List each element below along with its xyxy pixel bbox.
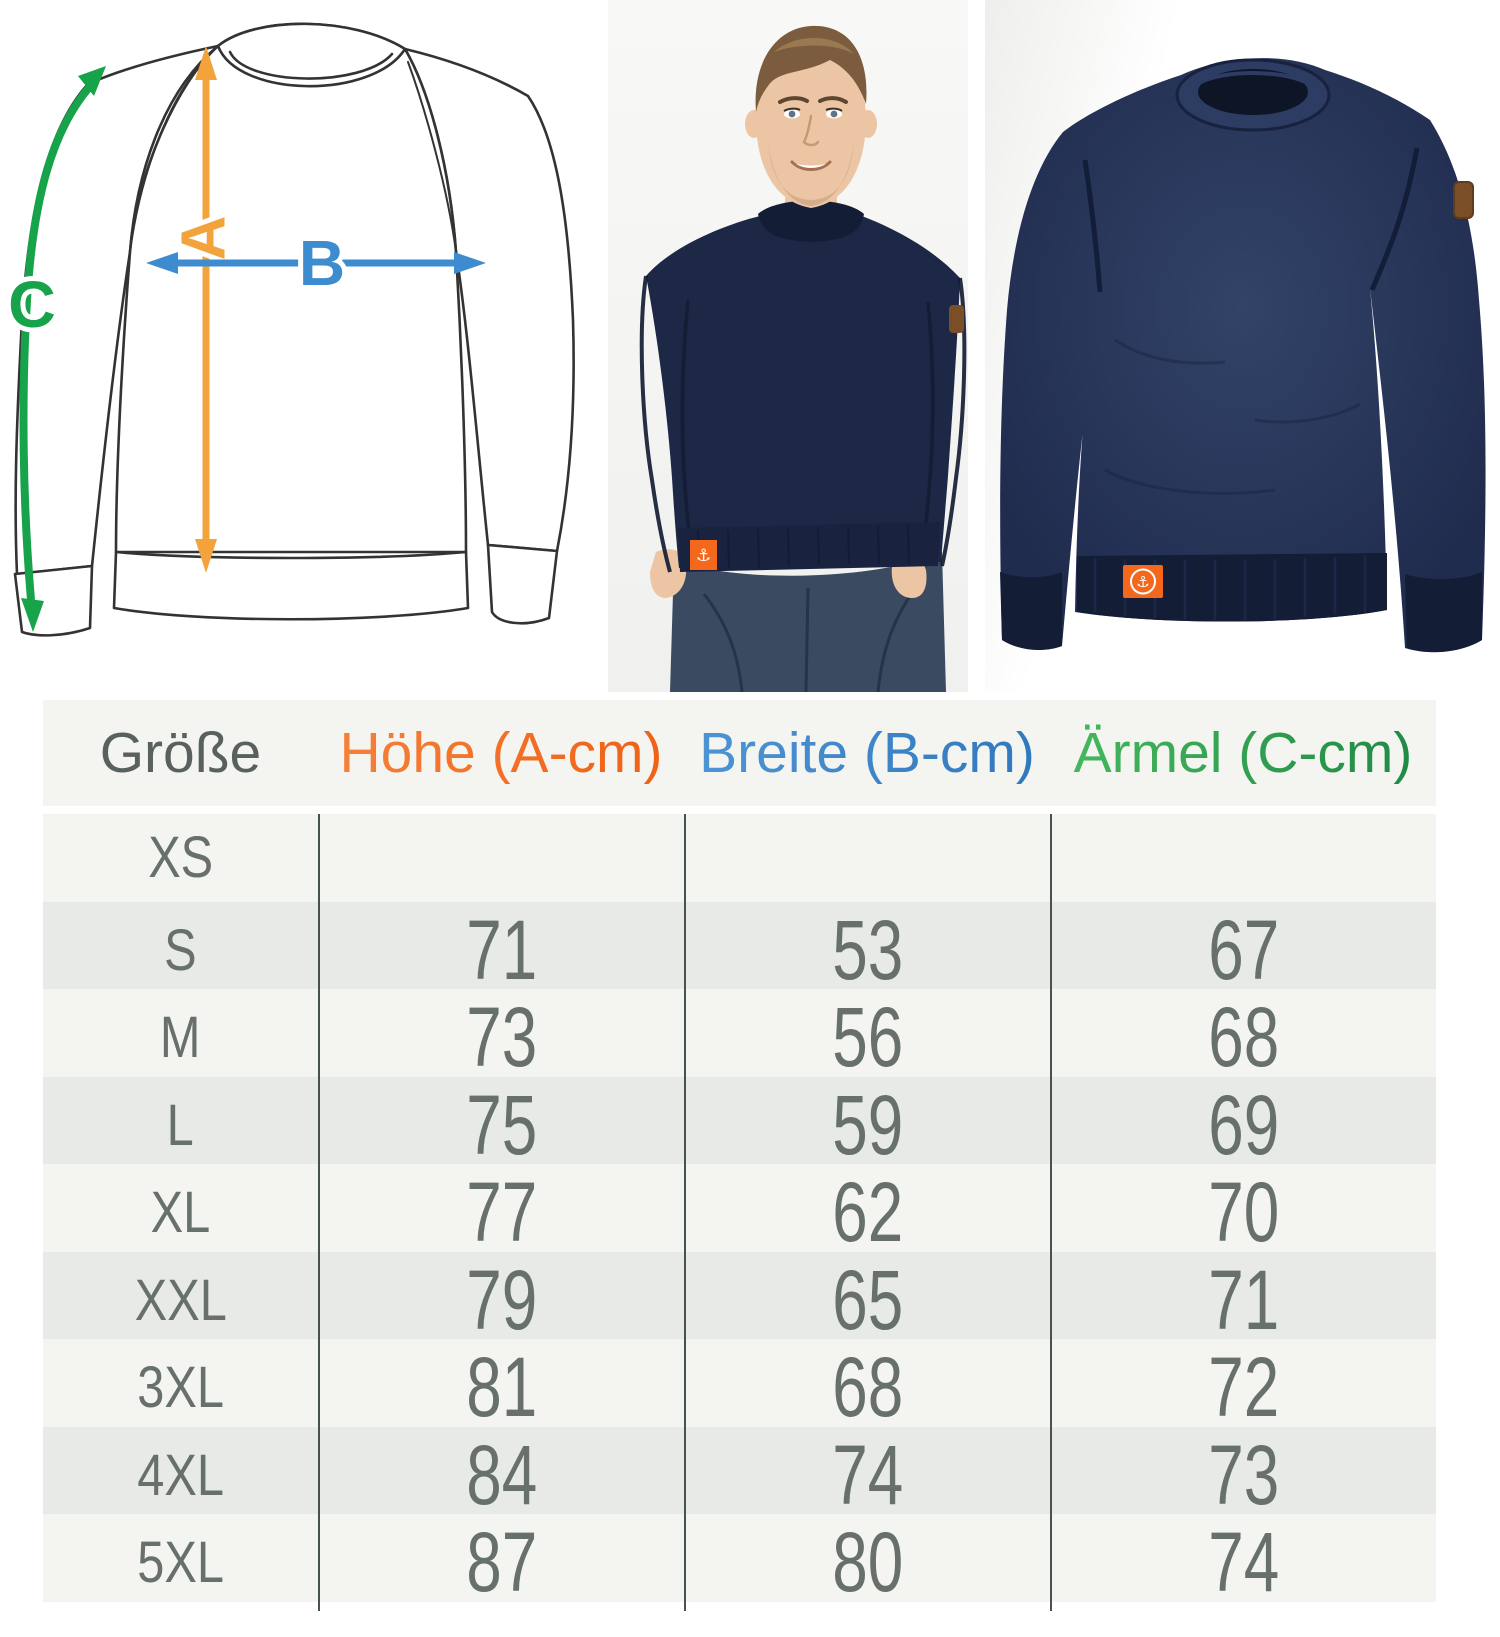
model-trousers (670, 552, 946, 692)
table-row: 5XL 87 80 74 (43, 1514, 1436, 1611)
breite-cell: 56 (684, 989, 1050, 1086)
measure-arrow-a: A (165, 46, 244, 573)
size-cell: 3XL (137, 1355, 224, 1420)
aermel-cell: 70 (1050, 1164, 1436, 1261)
aermel-cell: 71 (1050, 1251, 1436, 1349)
size-table-body: XS S 71 53 67 M 73 56 68 L 75 59 69 XL 7… (43, 814, 1436, 1611)
aermel-cell: 67 (1050, 901, 1436, 999)
measure-arrow-b: B (146, 222, 486, 304)
hoehe-cell: 71 (318, 901, 684, 999)
model-shoulder-patch (949, 305, 964, 333)
measure-label-a: A (170, 216, 239, 261)
breite-cell: 65 (684, 1251, 1050, 1349)
size-cell: L (166, 1092, 195, 1158)
model-illustration: ⚓ (608, 0, 968, 692)
header-cell-size: Größe (99, 721, 262, 785)
size-table-header: Größe Höhe (A-cm) Breite (B-cm) Ärmel (C… (43, 700, 1436, 806)
table-row: L 75 59 69 (43, 1076, 1436, 1174)
product-shoulder-patch (1453, 181, 1474, 219)
size-cell: XS (148, 825, 213, 891)
table-row: XL 77 62 70 (43, 1164, 1436, 1261)
size-cell: 4XL (137, 1442, 224, 1508)
measurement-diagram: A B C (0, 0, 583, 665)
hoehe-cell: 84 (318, 1426, 684, 1524)
table-row: M 73 56 68 (43, 989, 1436, 1086)
product-right-cuff (1405, 572, 1482, 653)
hoehe-cell: 77 (318, 1164, 684, 1261)
product-sweatshirt: ⚓ (985, 0, 1500, 692)
model-hem-tag: ⚓ (690, 540, 717, 570)
size-cell: 5XL (137, 1530, 224, 1595)
hoehe-cell: 73 (318, 989, 684, 1086)
header-cell-breite: Breite (B-cm) (684, 700, 1050, 806)
breite-cell: 62 (684, 1164, 1050, 1261)
product-anchor-icon: ⚓ (1136, 573, 1149, 591)
breite-cell: 80 (684, 1514, 1050, 1611)
product-left-cuff (1000, 572, 1062, 650)
measure-label-b: B (299, 227, 345, 299)
product-photo: ⚓ (985, 0, 1500, 692)
product-body (1000, 58, 1486, 653)
aermel-cell: 68 (1050, 989, 1436, 1086)
breite-cell: 59 (684, 1076, 1050, 1174)
hoehe-cell (318, 814, 684, 902)
table-row: XXL 79 65 71 (43, 1251, 1436, 1349)
table-row: XS (43, 814, 1436, 902)
table-row: 4XL 84 74 73 (43, 1426, 1436, 1524)
size-table: Größe Höhe (A-cm) Breite (B-cm) Ärmel (C… (43, 700, 1436, 1611)
size-cell: M (160, 1005, 201, 1070)
aermel-cell: 73 (1050, 1426, 1436, 1524)
hoehe-cell: 75 (318, 1076, 684, 1174)
product-collar (1175, 58, 1331, 132)
breite-cell: 68 (684, 1339, 1050, 1436)
table-row: 3XL 81 68 72 (43, 1339, 1436, 1436)
size-cell: XL (150, 1180, 211, 1245)
model-left-hand (650, 549, 687, 598)
aermel-cell: 72 (1050, 1339, 1436, 1436)
model-photo: ⚓ (608, 0, 968, 692)
breite-cell: 53 (684, 901, 1050, 999)
hoehe-cell: 87 (318, 1514, 684, 1611)
product-hem-tag: ⚓ (1123, 565, 1163, 598)
aermel-cell: 74 (1050, 1514, 1436, 1611)
breite-cell: 74 (684, 1426, 1050, 1524)
size-cell: XXL (134, 1267, 227, 1333)
measure-label-c: C (8, 267, 56, 341)
breite-cell (684, 814, 1050, 902)
model-sweatshirt: ⚓ (639, 200, 967, 573)
hoehe-cell: 79 (318, 1251, 684, 1349)
sweatshirt-line-art: A B C (3, 22, 575, 637)
size-cell: S (164, 917, 197, 983)
aermel-cell: 69 (1050, 1076, 1436, 1174)
aermel-cell (1050, 814, 1436, 902)
model-face (745, 25, 877, 208)
model-hair (755, 25, 867, 112)
model-anchor-icon: ⚓ (696, 546, 711, 566)
measure-arrow-c: C (3, 66, 106, 632)
header-cell-hoehe: Höhe (A-cm) (318, 700, 684, 806)
header-cell-aermel: Ärmel (C-cm) (1050, 700, 1436, 806)
hoehe-cell: 81 (318, 1339, 684, 1436)
table-row: S 71 53 67 (43, 901, 1436, 999)
